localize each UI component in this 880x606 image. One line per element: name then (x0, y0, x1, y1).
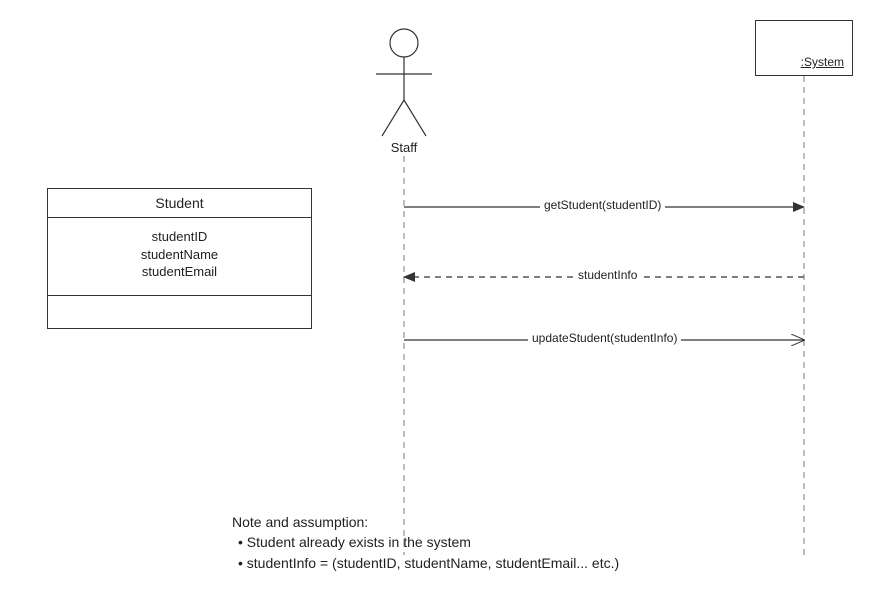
actor-label: Staff (380, 140, 428, 155)
msg-updatestudent-label: updateStudent(studentInfo) (528, 331, 681, 345)
class-attr: studentID (52, 228, 307, 246)
note-bullet: • Student already exists in the system (238, 532, 619, 552)
actor-icon (376, 29, 432, 136)
class-methods (48, 296, 311, 328)
note-block: Note and assumption: • Student already e… (232, 512, 619, 573)
sequence-diagram: Staff :System Student studentID studentN… (0, 0, 880, 606)
msg-getstudent-label: getStudent(studentID) (540, 198, 665, 212)
system-label: :System (801, 55, 844, 69)
class-attr: studentName (52, 246, 307, 264)
system-participant: :System (755, 20, 853, 76)
note-bullet: • studentInfo = (studentID, studentName,… (238, 553, 619, 573)
class-title: Student (48, 189, 311, 218)
class-attr: studentEmail (52, 263, 307, 281)
class-attributes: studentID studentName studentEmail (48, 218, 311, 296)
note-heading: Note and assumption: (232, 512, 619, 532)
msg-studentinfo-label: studentInfo (574, 268, 641, 282)
student-class-box: Student studentID studentName studentEma… (47, 188, 312, 329)
